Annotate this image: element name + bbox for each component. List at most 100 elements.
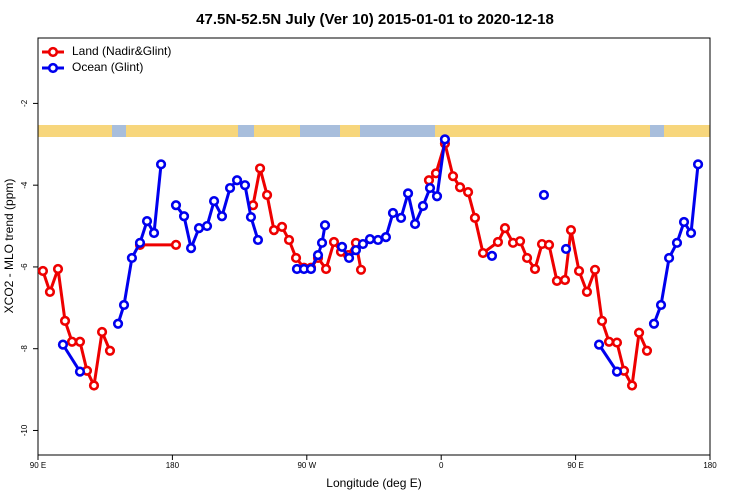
data-point [320, 263, 332, 275]
data-point [431, 191, 443, 202]
data-point [74, 366, 86, 377]
data-point [239, 180, 251, 191]
data-point [486, 250, 498, 262]
data-point [387, 207, 399, 219]
data-point [364, 234, 376, 245]
y-tick-label: -4 [20, 181, 29, 189]
data-point [66, 336, 78, 347]
data-point [596, 315, 608, 327]
data-point [492, 236, 504, 248]
data-point [589, 264, 601, 275]
data-point [155, 159, 167, 170]
data-point [96, 326, 108, 338]
data-point [52, 263, 64, 275]
data-point [593, 339, 605, 350]
x-tick-label: 180 [166, 461, 180, 470]
data-point [126, 252, 138, 264]
data-point [477, 247, 489, 259]
data-point [355, 264, 367, 275]
data-point [581, 286, 593, 297]
data-point [252, 234, 264, 246]
data-point [372, 234, 384, 246]
x-tick-label: 90 E [567, 461, 583, 470]
data-point [409, 218, 421, 230]
data-point [462, 187, 474, 198]
data-point [88, 380, 100, 391]
ocean-band [650, 125, 664, 137]
data-point [276, 221, 288, 232]
series-line [61, 343, 82, 373]
data-point [559, 274, 571, 286]
y-tick-label: -6 [20, 263, 29, 271]
data-point [268, 225, 280, 236]
data-point [603, 336, 615, 347]
data-point [565, 225, 577, 236]
data-point [514, 236, 526, 247]
data-point [104, 345, 116, 356]
data-point [245, 211, 257, 223]
data-point [185, 243, 197, 254]
data-point [44, 286, 56, 297]
data-point [380, 231, 392, 243]
ocean-band [112, 125, 126, 137]
data-point [560, 243, 572, 255]
data-point [424, 182, 436, 194]
data-point [402, 188, 414, 199]
data-point [112, 318, 124, 329]
x-tick-label: 90 W [297, 461, 316, 470]
data-point [141, 216, 153, 227]
data-point [224, 182, 236, 194]
data-point [319, 220, 331, 231]
data-point [395, 212, 407, 223]
data-point [521, 252, 533, 264]
chart-title: 47.5N-52.5N July (Ver 10) 2015-01-01 to … [196, 11, 554, 28]
data-point [59, 315, 71, 327]
data-point [37, 265, 49, 277]
data-point [254, 163, 266, 174]
x-tick-label: 180 [703, 461, 717, 470]
data-point [170, 200, 182, 211]
data-point [417, 200, 429, 212]
plot-frame [37, 37, 711, 456]
legend-marker [47, 46, 59, 58]
data-point [551, 275, 563, 286]
data-point [118, 299, 130, 311]
data-point [201, 220, 213, 232]
data-point [655, 299, 667, 311]
data-point [499, 223, 511, 234]
data-point [193, 223, 205, 234]
data-point [170, 239, 182, 250]
data-point [648, 318, 660, 329]
data-point [663, 252, 675, 264]
data-point [357, 238, 369, 250]
data-point [343, 252, 355, 264]
data-point [469, 212, 481, 223]
data-point [626, 380, 638, 391]
series-line [597, 343, 619, 373]
y-axis-label: XCO2 - MLO trend (ppm) [2, 179, 16, 314]
x-axis-label: Longitude (deg E) [326, 476, 421, 490]
ocean-band [300, 125, 340, 137]
data-point [57, 339, 69, 350]
data-point [216, 211, 228, 222]
data-point [529, 263, 541, 275]
data-point [328, 236, 340, 248]
data-point [134, 237, 146, 248]
x-tick-label: 0 [439, 461, 444, 470]
data-point [671, 237, 683, 248]
y-tick-label: -2 [20, 99, 29, 107]
data-point [439, 134, 451, 145]
data-point [685, 227, 697, 239]
data-point [538, 189, 550, 201]
y-tick-label: -10 [20, 424, 29, 436]
series-line [174, 178, 260, 254]
ocean-band [238, 125, 254, 137]
data-point [423, 175, 435, 186]
data-point [312, 249, 324, 261]
legend-label: Ocean (Glint) [72, 60, 143, 74]
data-point [290, 252, 302, 264]
data-point [74, 336, 86, 347]
data-point [261, 189, 273, 201]
legend-label: Land (Nadir&Glint) [72, 44, 171, 58]
